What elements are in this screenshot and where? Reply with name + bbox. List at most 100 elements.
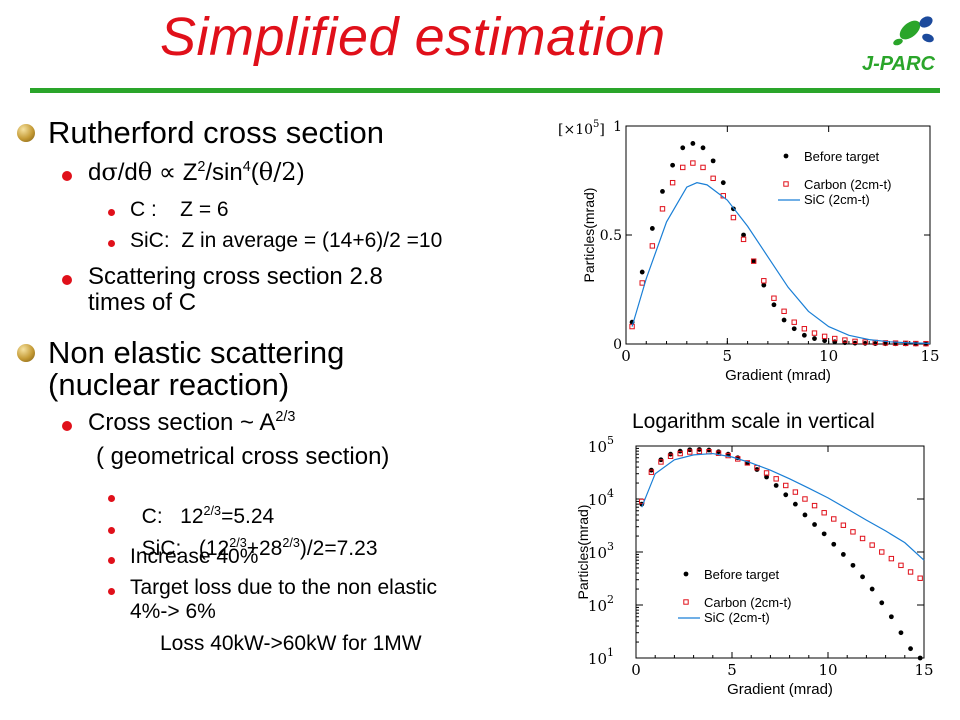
before-target-point (771, 302, 777, 308)
target-loss-line-2: 4%-> 6% (130, 600, 216, 623)
legend-dot-icon (683, 571, 689, 577)
x-tick-label: 15 (920, 347, 939, 365)
gold-bullet-icon (17, 344, 35, 362)
legend-square-icon (683, 599, 689, 605)
carbon-point (761, 278, 767, 284)
bullet-dot-icon (62, 275, 72, 285)
x-tick-label: 10 (818, 661, 837, 679)
jparc-logo: J-PARC (862, 16, 936, 75)
before-target-point (680, 145, 686, 151)
before-target-point (670, 162, 676, 168)
legend-label: SiC (2cm-t) (704, 610, 770, 625)
y-tick-label: 0 (613, 337, 622, 353)
y-tick-label: 104 (588, 487, 614, 509)
carbon-point (917, 575, 923, 581)
bullet-dot-icon (108, 588, 115, 595)
sic-series-line (641, 452, 925, 561)
before-target-point (801, 332, 807, 338)
carbon-point (781, 308, 787, 315)
before-target-point (860, 574, 865, 580)
before-target-point (832, 339, 838, 345)
bullet-dot-icon (108, 527, 115, 534)
before-target-point (821, 531, 827, 537)
before-target-point (660, 189, 665, 194)
carbon-point (771, 295, 777, 301)
y-tick-label: 103 (588, 540, 614, 562)
carbon-point (850, 529, 856, 535)
before-target-point (812, 522, 817, 527)
before-target-point (716, 449, 721, 455)
bullet-dot-icon (62, 421, 72, 431)
carbon-point (792, 489, 799, 495)
carbon-point (811, 502, 818, 509)
carbon-point (750, 258, 757, 264)
title-divider (30, 88, 940, 93)
x-tick-label: 0 (621, 347, 631, 365)
rutherford-heading: Rutherford cross section (48, 115, 384, 150)
legend-label: Carbon (2cm-t) (804, 177, 891, 192)
carbon-point (773, 476, 779, 482)
x-tick-label: 10 (819, 347, 838, 365)
carbon-point (859, 535, 866, 542)
carbon-point (680, 164, 686, 171)
before-target-point (831, 541, 837, 547)
before-target-point (888, 614, 894, 620)
loss-line: Loss 40kW->60kW for 1MW (160, 632, 422, 655)
before-target-point (802, 512, 808, 518)
before-target-point (639, 269, 645, 275)
before-target-point (751, 258, 757, 264)
before-target-point (869, 586, 875, 592)
carbon-point (648, 469, 655, 475)
sic-z-line: SiC: Z in average = (14+6)/2 =10 (130, 229, 443, 252)
carbon-point (715, 450, 722, 456)
log-scale-caption: Logarithm scale in vertical (632, 410, 875, 433)
before-target-point (822, 338, 828, 344)
before-target-point (649, 226, 655, 231)
legend-square-icon (783, 181, 789, 187)
before-target-point (720, 180, 726, 186)
rutherford-formula: dσ/dθ ∝ Z2/sin4(θ/2) (88, 158, 305, 186)
y-tick-label: 0.5 (600, 228, 622, 244)
carbon-point (677, 450, 683, 457)
plot-frame (635, 445, 925, 659)
y-tick-label: 1 (613, 119, 622, 135)
carbon-point (730, 214, 737, 221)
carbon-point (811, 330, 818, 336)
plot-frame (625, 125, 931, 345)
carbon-point (667, 453, 674, 459)
before-target-point (761, 282, 767, 288)
carbon-point (842, 337, 848, 343)
sic-a-line: SiC: (122/3+282/3)/2=7.23 (141, 536, 378, 560)
scatter-line-1: Scattering cross section 2.8 (88, 263, 383, 290)
linear-chart: 0 5 10 15 0 0.5 1 [×105] Gradient (mrad) Particle… (558, 119, 940, 384)
carbon-point (801, 326, 808, 332)
before-target-point (840, 552, 846, 557)
carbon-point (690, 160, 696, 166)
before-target-point (908, 646, 913, 652)
carbon-point (892, 340, 899, 346)
bullet-dot-icon (108, 557, 115, 564)
carbon-point (852, 338, 858, 345)
carbon-point (659, 206, 666, 212)
target-loss-line-1: Target loss due to the non elastic (130, 576, 438, 599)
before-target-point (850, 562, 856, 568)
logo-text: J-PARC (862, 53, 936, 75)
before-target-point (898, 630, 904, 636)
carbon-point (669, 179, 676, 186)
carbon-point (710, 175, 716, 182)
sic-series-line (631, 182, 931, 344)
carbon-point (898, 562, 904, 569)
carbon-point (763, 470, 770, 476)
before-target-point (781, 317, 787, 323)
bullet-dot-icon (108, 240, 115, 247)
x-tick-label: 5 (727, 661, 737, 679)
y-multiplier: [×105] (558, 119, 605, 138)
carbon-point (649, 243, 656, 249)
legend-label: SiC (2cm-t) (804, 192, 870, 207)
carbon-point (821, 510, 827, 516)
before-target-point (862, 340, 868, 346)
carbon-point (888, 555, 895, 562)
carbon-point (629, 323, 635, 330)
before-target-point (741, 232, 746, 238)
y-axis-label: Particles(mrad) (575, 505, 591, 600)
